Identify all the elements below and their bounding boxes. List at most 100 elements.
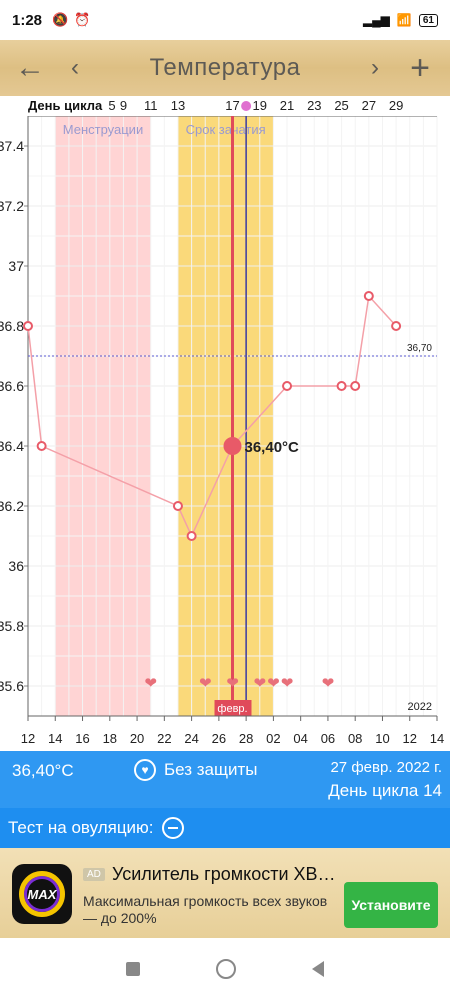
ad-banner[interactable]: MAX AD Усилитель громкости XB… Максималь… [0,848,450,938]
cycle-day-label-partial: 5 [108,98,115,113]
month-label: февр. [217,703,247,715]
protection-label: Без защиты [164,760,258,779]
ad-app-icon[interactable]: MAX [12,864,72,924]
temperature-point [186,531,197,541]
cycle-day-label: 9 [120,98,127,113]
temperature-point [36,441,47,451]
ad-badge: AD [83,868,105,881]
temperature-point [23,321,33,331]
date-tick-label: 16 [75,731,89,746]
back-icon[interactable] [312,961,324,977]
temperature-point [172,501,183,511]
ovulation-test-label: Тест на овуляцию: [8,818,154,837]
date-tick-label: 08 [348,731,362,746]
ad-icon-text: MAX [27,886,57,902]
menstruation-label: Менструации [63,122,143,137]
heart-icon: ❤ [144,674,157,692]
signal-icon: ▂▄▆ [362,13,390,27]
temperature-point [282,381,293,391]
chevron-left-icon[interactable]: ‹ [71,54,79,81]
chevron-right-icon[interactable]: › [371,54,379,81]
y-tick-label: 36.2 [0,498,24,514]
page-title: Температура [149,54,301,81]
y-tick-label: 35.6 [0,678,24,694]
date-tick-label: 18 [103,731,117,746]
date-tick-label: 04 [293,731,307,746]
date-tick-label: 14 [48,731,62,746]
date-tick-label: 02 [266,731,280,746]
selected-date: 27 февр. 2022 г. [330,759,442,776]
cycle-day-axis-title: День цикла [28,98,103,113]
ad-description: Максимальная громкость всех звуков — до … [83,893,328,926]
cycle-day-label: 17 [225,98,239,113]
date-tick-label: 06 [321,731,335,746]
temperature-line [27,294,397,538]
date-tick-label: 12 [402,731,416,746]
mute-icon: 🔕 [52,12,69,27]
app-header: ← ‹ Температура › + [0,40,450,96]
home-icon[interactable] [216,959,236,979]
y-tick-label: 37.2 [0,198,24,214]
cycle-day-label: 27 [362,98,376,113]
heart-icon: ❤ [253,674,266,692]
y-tick-label: 37.4 [0,138,24,154]
cycle-day-label: 21 [280,98,294,113]
battery-icon: 61 [418,13,438,27]
cycle-day-label: 23 [307,98,321,113]
ovulation-test-row[interactable]: Тест на овуляцию: [0,808,450,848]
selected-temperature-point [223,437,242,455]
date-tick-label: 14 [430,731,444,746]
temperature-point [350,381,361,391]
wifi-icon: 📶 [396,13,412,27]
temperature-chart-svg[interactable]: 37.4 37.2 37 36.8 36.6 36.4 36.2 36 35.8 35.6 Менс… [0,96,450,751]
cycle-day: День цикла 14 [328,781,442,800]
info-bar[interactable]: 36,40°C ♥ Без защиты 27 февр. 2022 г. Де… [0,751,450,808]
plus-icon[interactable]: + [410,48,430,87]
year-label: 2022 [408,701,432,713]
date-tick-label: 24 [184,731,198,746]
status-bar: 1:28 🔕 ⏰ ▂▄▆ 📶 61 [0,0,450,40]
cycle-day-label: 13 [171,98,185,113]
temperature-point [336,381,347,391]
month-label-background [214,700,252,716]
temperature-point [391,321,402,331]
selected-temperature-label: 36,40°C [245,439,300,456]
heart-icon: ❤ [226,674,239,692]
temperature-chart[interactable]: 37.4 37.2 37 36.8 36.6 36.4 36.2 36 35.8 35.6 Менс… [0,96,450,751]
status-time: 1:28 [12,11,43,29]
date-tick-label: 20 [130,731,144,746]
ad-title[interactable]: Усилитель громкости XB… [112,864,336,884]
date-tick-label: 10 [375,731,389,746]
cycle-day-label: 19 [253,98,267,113]
fertile-label: Срок зачатия [186,122,266,137]
recents-icon[interactable] [126,962,140,976]
cycle-day-label: 25 [334,98,348,113]
heart-icon: ❤ [322,674,335,692]
y-tick-label: 36.6 [0,378,24,394]
y-tick-label: 36.4 [0,438,24,454]
heart-icon: ♥ [134,759,156,781]
date-tick-label: 12 [21,731,35,746]
protection-status[interactable]: ♥ Без защиты [134,759,258,781]
temperature-point [363,291,374,301]
y-tick-label: 35.8 [0,618,24,634]
date-tick-label: 28 [239,731,253,746]
heart-icon: ❤ [281,674,294,692]
y-tick-label: 37 [8,258,24,274]
system-navbar [0,938,450,1000]
heart-icon: ❤ [267,674,280,692]
top-axis-background [0,96,450,116]
coverline-label: 36,70 [407,343,432,354]
ovulation-egg-icon [241,101,252,111]
install-button[interactable]: Установите [344,882,438,928]
alarm-icon: ⏰ [74,12,91,27]
y-tick-label: 36 [8,558,24,574]
selected-temperature: 36,40°C [12,761,74,780]
date-tick-label: 26 [212,731,226,746]
minus-circle-icon[interactable] [161,817,184,839]
heart-icon: ❤ [199,674,212,692]
date-tick-label: 22 [157,731,171,746]
arrow-left-icon[interactable]: ← [15,51,45,84]
y-tick-label: 36.8 [0,318,24,334]
cycle-day-label: 11 [144,98,158,113]
